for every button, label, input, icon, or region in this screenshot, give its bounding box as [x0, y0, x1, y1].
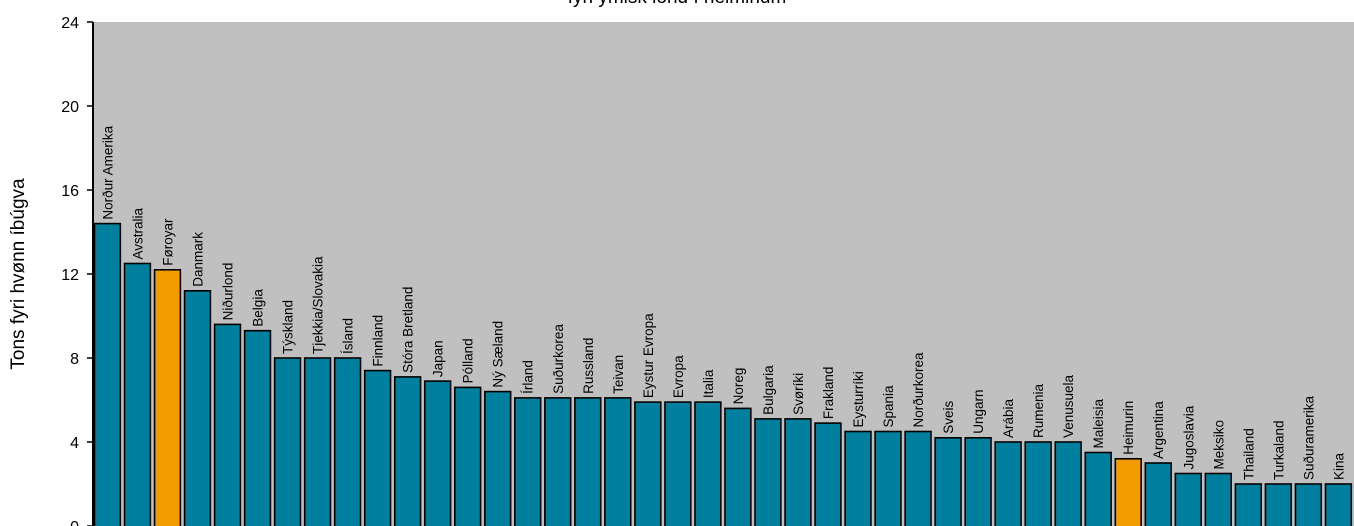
bar-label: Norður Amerika: [100, 125, 115, 219]
bar-label: Meksiko: [1211, 420, 1226, 470]
bar: [634, 401, 662, 526]
bar: [393, 376, 422, 526]
y-axis-title: Tons fyri hvønn íbúgva: [8, 178, 29, 370]
bar-label: Noreg: [731, 368, 746, 405]
bar: [183, 289, 212, 526]
bar-label: Avstralia: [130, 207, 145, 259]
bar-label: Belgia: [251, 289, 266, 327]
bar-label: Frakland: [821, 367, 836, 420]
bar-label: Føroyar: [160, 218, 175, 266]
bar: [1024, 441, 1052, 526]
bar-label: Ungarn: [971, 390, 986, 434]
bar-label: Thailand: [1241, 428, 1256, 480]
bar: [1204, 472, 1233, 526]
bar-label: Sveis: [941, 401, 956, 434]
bar-label: Evropa: [671, 355, 686, 398]
bar-label: Ísland: [341, 318, 356, 354]
y-tick-label: 0: [70, 519, 79, 526]
bar-label: Týskland: [281, 300, 296, 354]
y-tick-label: 4: [70, 435, 79, 452]
bar: [754, 418, 782, 526]
bar-label: Japan: [431, 340, 446, 377]
bar-label: Teivan: [611, 355, 626, 394]
plot-area: [93, 22, 1354, 526]
bar: [814, 422, 842, 526]
bar-label: Stóra Bretland: [401, 287, 416, 373]
bar-label: Jugoslavia: [1181, 405, 1196, 469]
bar: [574, 397, 602, 526]
bar: [303, 357, 332, 526]
bar-label: Bulgaria: [761, 365, 776, 415]
bar-label: Írland: [521, 360, 536, 394]
bar-label: Tjekkia/Slovakia: [311, 256, 326, 354]
bar: [363, 369, 392, 526]
bar-label: Turkaland: [1271, 420, 1286, 480]
chart-title: fyri ymisk lond í heiminum: [0, 0, 1354, 9]
bar: [994, 441, 1022, 526]
bar: [1174, 472, 1202, 526]
bar: [1234, 483, 1263, 526]
bar: [604, 397, 632, 526]
bar-label: Ný Sæland: [491, 321, 506, 388]
bar-label: Eystur Evropa: [641, 313, 656, 398]
bar-label: Finnland: [371, 315, 386, 367]
bar: [934, 436, 962, 526]
bar-label: Rumenia: [1031, 383, 1046, 438]
bar: [1264, 483, 1293, 526]
bar-label: Niðurlond: [221, 263, 236, 321]
bar: [333, 357, 362, 526]
bar: [844, 430, 872, 526]
y-tick-label: 24: [61, 15, 79, 32]
bar-label: Danmark: [190, 232, 205, 287]
bar: [123, 262, 152, 526]
bar: [514, 397, 542, 526]
bar: [904, 430, 932, 526]
bar-label: Venusuela: [1061, 374, 1076, 438]
bar: [484, 390, 512, 526]
bar: [1324, 483, 1353, 526]
y-tick-label: 16: [61, 183, 79, 200]
bar: [423, 380, 452, 526]
bar-label: Argentina: [1151, 401, 1166, 459]
bar: [784, 418, 812, 526]
bar: [1114, 457, 1142, 526]
bar: [213, 323, 242, 526]
bar-label: Maleisia: [1091, 398, 1106, 448]
bar-label: Italia: [701, 369, 716, 398]
bar: [1054, 441, 1082, 526]
bar-label: Suðurkorea: [551, 324, 566, 394]
y-tick-label: 12: [61, 267, 79, 284]
bar: [694, 401, 722, 526]
bar: [964, 436, 992, 526]
bar: [153, 268, 182, 526]
bar: [243, 329, 272, 526]
bar: [93, 222, 122, 526]
y-tick-label: 20: [61, 99, 79, 116]
bar-label: Norðurkorea: [911, 352, 926, 428]
bar-label: Eysturríki: [851, 371, 866, 427]
bar: [724, 407, 752, 526]
bar: [544, 397, 572, 526]
y-tick-label: 8: [70, 351, 79, 368]
bar: [664, 401, 692, 526]
bar-label: Svøríki: [791, 373, 806, 415]
bar-label: Suðuramerika: [1301, 395, 1316, 480]
bar: [273, 357, 302, 526]
bar-label: Pólland: [461, 338, 476, 383]
bar-label: Arábia: [1001, 398, 1016, 438]
bar: [1084, 451, 1112, 526]
bar-label: Spania: [881, 385, 896, 428]
bar: [874, 430, 902, 526]
bar-label: Heimurin: [1121, 401, 1136, 455]
bar: [453, 386, 482, 526]
bar: [1294, 483, 1323, 526]
bar: [1144, 462, 1172, 526]
bar-label: Kina: [1331, 452, 1346, 480]
bar-label: Russland: [581, 338, 596, 394]
